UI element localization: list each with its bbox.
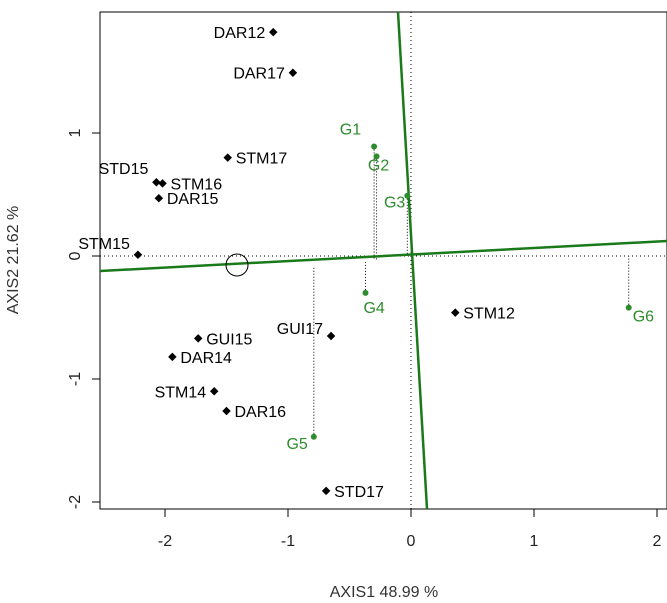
- genotype-points: G1 G2 G3 G4 G5 G6: [286, 122, 654, 453]
- environment-marker: [158, 179, 167, 188]
- genotype-marker: [310, 433, 317, 440]
- genotype-label: G1: [340, 122, 361, 139]
- y-axis-ticks: -2 -1 0 1: [67, 128, 100, 509]
- x-tick-label: -2: [158, 533, 172, 550]
- environment-label: STM14: [155, 384, 207, 401]
- environment-label: DAR17: [233, 66, 285, 83]
- environment-marker: [326, 331, 336, 341]
- average-environment-axis: [99, 239, 667, 273]
- x-tick-label: 0: [407, 533, 416, 550]
- environment-label: STM17: [236, 151, 288, 168]
- environment-label: DAR16: [235, 404, 287, 421]
- plot-frame: [99, 11, 667, 510]
- environment-marker: [152, 177, 161, 187]
- environment-label: STM15: [78, 236, 130, 253]
- x-tick-label: -1: [281, 533, 295, 550]
- projection-lines: [313, 146, 630, 437]
- environment-label: DAR14: [180, 350, 232, 367]
- environment-label: STM16: [171, 176, 223, 193]
- environment-label: GUI15: [206, 331, 252, 348]
- genotype-label: G3: [384, 195, 405, 212]
- environment-label: STM12: [463, 306, 515, 323]
- x-tick-label: 2: [653, 533, 662, 550]
- genotype-marker: [625, 304, 632, 311]
- average-environment-circle: [225, 253, 249, 277]
- environment-marker: [168, 352, 177, 362]
- y-tick-label: 1: [67, 128, 84, 137]
- genotype-marker: [362, 289, 369, 296]
- environment-label: STD17: [334, 484, 384, 501]
- x-axis-ticks: -2 -1 0 1 2: [158, 509, 662, 550]
- environment-marker: [154, 193, 164, 203]
- x-axis-title: AXIS1 48.99 %: [330, 584, 439, 601]
- environment-marker: [223, 153, 232, 162]
- genotype-label: G5: [286, 436, 307, 453]
- genotype-marker: [371, 143, 378, 150]
- perpendicular-axis: [396, 11, 429, 510]
- environment-marker: [288, 68, 298, 77]
- environment-marker: [222, 406, 231, 416]
- genotype-label: G6: [633, 309, 654, 326]
- environment-marker: [193, 334, 203, 343]
- y-axis-title: AXIS2 21.62 %: [5, 206, 22, 315]
- environment-marker: [451, 308, 460, 317]
- genotype-marker: [404, 192, 411, 199]
- environment-label: STD15: [99, 161, 149, 178]
- genotype-marker: [373, 153, 380, 160]
- x-tick-label: 1: [530, 533, 539, 550]
- y-tick-label: -1: [67, 372, 84, 386]
- environment-label: DAR12: [214, 25, 266, 42]
- y-tick-label: 0: [67, 251, 84, 260]
- y-tick-label: -2: [67, 495, 84, 509]
- environment-marker: [209, 387, 219, 396]
- genotype-label: G4: [363, 300, 384, 317]
- genotype-label: G2: [368, 157, 389, 174]
- environment-label: DAR15: [167, 191, 219, 208]
- environment-label: GUI17: [277, 321, 323, 338]
- environment-marker: [321, 486, 331, 496]
- environment-marker: [268, 27, 278, 37]
- environment-marker: [133, 250, 143, 260]
